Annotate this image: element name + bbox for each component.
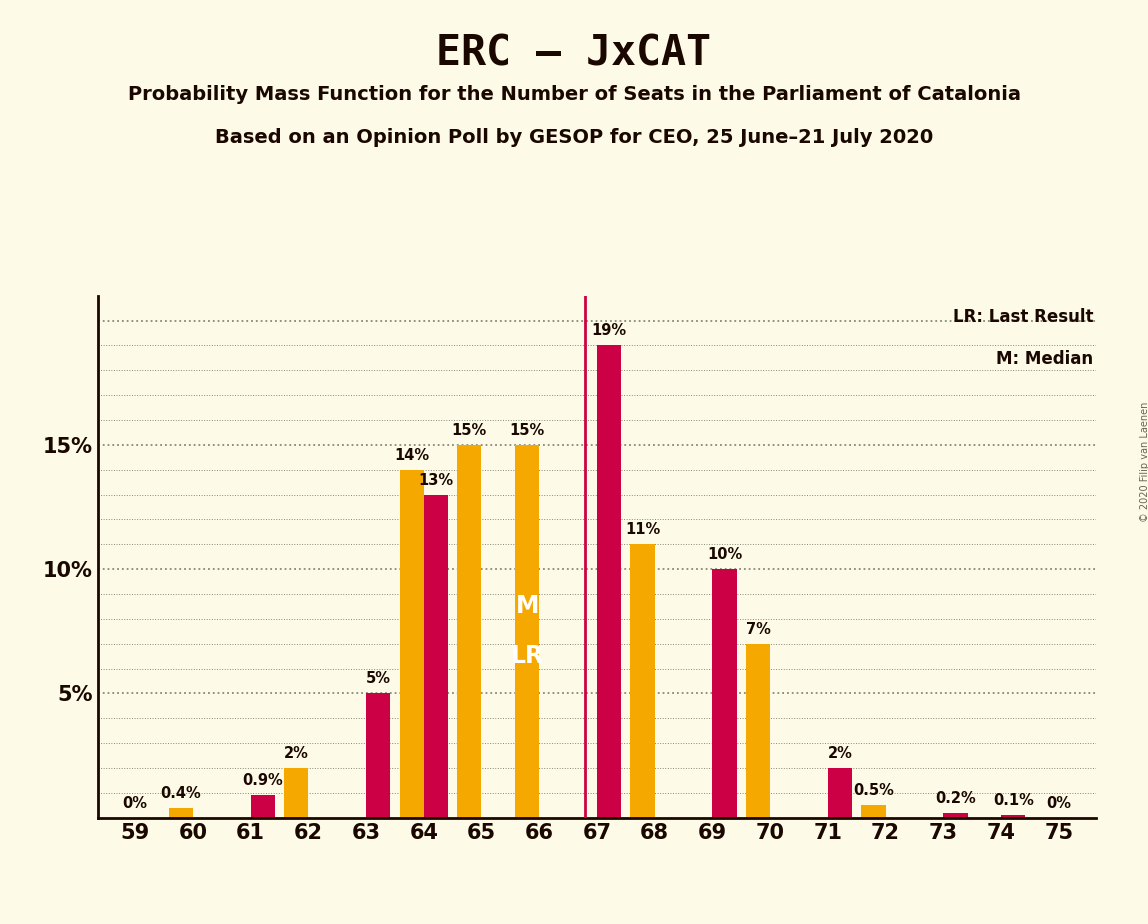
Bar [250, 796, 274, 818]
Bar [630, 544, 654, 818]
Text: 2%: 2% [284, 746, 309, 761]
Bar [746, 644, 770, 818]
Text: 2%: 2% [828, 746, 853, 761]
Text: LR: Last Result: LR: Last Result [953, 308, 1093, 326]
Text: LR: LR [511, 644, 544, 668]
Text: 13%: 13% [418, 472, 453, 488]
Text: 0.1%: 0.1% [993, 794, 1033, 808]
Bar [861, 806, 885, 818]
Bar [713, 569, 737, 818]
Bar [169, 808, 193, 818]
Text: 7%: 7% [745, 622, 770, 637]
Text: ERC – JxCAT: ERC – JxCAT [436, 32, 712, 74]
Text: 15%: 15% [510, 423, 545, 438]
Text: 5%: 5% [366, 672, 390, 687]
Bar [944, 813, 968, 818]
Text: 14%: 14% [394, 448, 429, 463]
Bar [284, 768, 309, 818]
Text: 0.9%: 0.9% [242, 773, 284, 788]
Text: 0%: 0% [1046, 796, 1071, 810]
Bar [597, 346, 621, 818]
Bar [457, 444, 481, 818]
Text: Probability Mass Function for the Number of Seats in the Parliament of Catalonia: Probability Mass Function for the Number… [127, 85, 1021, 104]
Text: 0%: 0% [123, 796, 148, 810]
Text: M: M [515, 594, 538, 618]
Text: 19%: 19% [591, 323, 627, 338]
Text: 0.5%: 0.5% [853, 784, 894, 798]
Bar [1001, 815, 1025, 818]
Text: Based on an Opinion Poll by GESOP for CEO, 25 June–21 July 2020: Based on an Opinion Poll by GESOP for CE… [215, 128, 933, 147]
Bar [424, 494, 448, 818]
Text: 10%: 10% [707, 547, 742, 562]
Text: 0.4%: 0.4% [161, 785, 201, 801]
Bar [400, 469, 424, 818]
Bar [366, 693, 390, 818]
Text: M: Median: M: Median [996, 350, 1093, 369]
Bar [515, 444, 540, 818]
Bar [828, 768, 852, 818]
Text: © 2020 Filip van Laenen: © 2020 Filip van Laenen [1140, 402, 1148, 522]
Text: 15%: 15% [452, 423, 487, 438]
Text: 0.2%: 0.2% [936, 791, 976, 806]
Text: 11%: 11% [625, 522, 660, 538]
